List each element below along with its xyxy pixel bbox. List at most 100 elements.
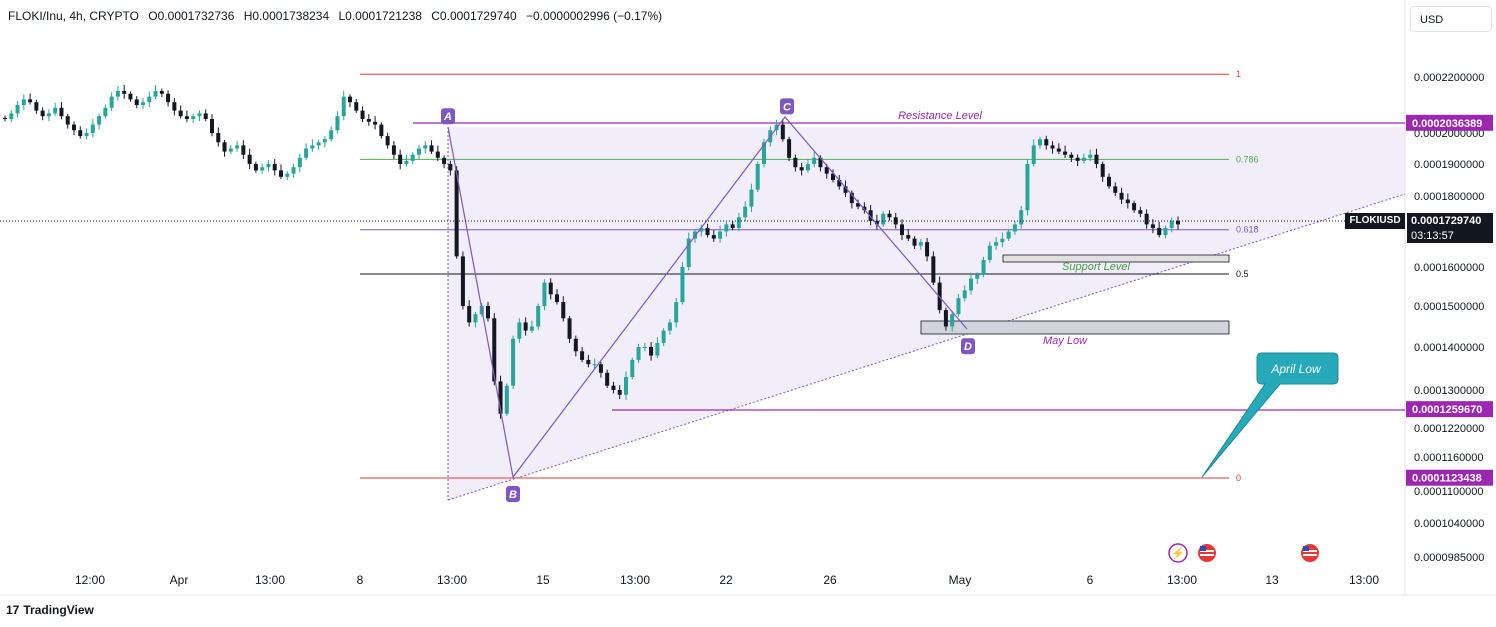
may-low-zone[interactable] <box>920 320 1230 335</box>
candle-body <box>881 213 886 225</box>
candle-body <box>53 107 58 114</box>
pattern-point-badge[interactable] <box>961 338 975 355</box>
candle-body <box>228 148 233 152</box>
candle-body <box>1094 154 1099 164</box>
lightning-icon[interactable] <box>1168 543 1188 563</box>
price-label-box <box>1406 469 1493 486</box>
price-tick-label: 0.0001300000 <box>1414 385 1484 397</box>
candle-body <box>103 107 108 117</box>
currency-button[interactable]: USD <box>1410 6 1492 32</box>
candle-body <box>109 96 114 108</box>
candle-body <box>517 322 522 339</box>
support-label: Support Level <box>1062 261 1130 273</box>
candle-body <box>912 238 917 246</box>
candle-body <box>247 154 252 164</box>
candle-body <box>718 231 723 239</box>
close-value: C0.0001729740 <box>431 9 517 23</box>
candle-body <box>950 314 955 327</box>
tradingview-logo[interactable]: 17 TradingView <box>6 603 94 617</box>
candle-body <box>435 151 440 158</box>
candle-body <box>567 318 572 339</box>
lightning-icon-glyph: ⚡ <box>1171 547 1185 560</box>
candle-body <box>291 167 296 174</box>
pattern-point-badge[interactable] <box>441 108 455 125</box>
candle-body <box>642 347 647 348</box>
candle-body <box>272 164 277 171</box>
ascending-trendline[interactable] <box>447 193 1406 501</box>
ohlc-header: FLOKI/Inu, 4h, CRYPTO O0.0001732736 H0.0… <box>8 9 668 23</box>
candle-body <box>580 351 585 360</box>
candle-body <box>21 99 26 105</box>
candle-body <box>724 224 729 232</box>
fib-level-label: 0.786 <box>1236 154 1259 164</box>
candle-body <box>918 242 923 246</box>
candle-body <box>1157 227 1162 236</box>
candle-body <box>1113 186 1118 193</box>
price-tick-label: 0.0001220000 <box>1414 423 1484 435</box>
time-tick-label: May <box>949 573 972 587</box>
symbol-title[interactable]: FLOKI/Inu, 4h, CRYPTO <box>8 9 139 23</box>
fib-level-label: 1 <box>1236 69 1241 79</box>
candle-body <box>793 157 798 168</box>
candle-body <box>887 213 892 218</box>
candle-body <box>969 278 973 291</box>
time-tick-label: 13:00 <box>1167 573 1197 587</box>
candle-body <box>711 235 716 239</box>
fib-level-label: 0.5 <box>1236 269 1249 279</box>
candle-body <box>686 238 691 267</box>
ticker-price: 0.0001729740 <box>1407 213 1493 229</box>
candle-body <box>59 107 64 117</box>
tradingview-mark-icon: 17 <box>6 603 20 617</box>
candle-body <box>743 206 748 218</box>
april-low-callout[interactable] <box>1201 352 1339 478</box>
candle-body <box>1138 210 1143 214</box>
candle-body <box>3 117 7 119</box>
candle-body <box>504 385 509 414</box>
candle-body <box>994 242 999 246</box>
candle-body <box>736 217 741 228</box>
candle-body <box>1169 220 1174 228</box>
fib-level-label: 0.618 <box>1236 225 1259 235</box>
candle-body <box>843 186 848 193</box>
candle-body <box>542 282 547 306</box>
candle-body <box>166 93 171 103</box>
candle-body <box>837 180 842 187</box>
candle-body <box>787 139 792 158</box>
candle-body <box>448 164 453 171</box>
candle-body <box>454 170 459 257</box>
candle-body <box>417 148 421 155</box>
candle-body <box>153 91 158 97</box>
pattern-point-badge[interactable] <box>780 98 794 115</box>
candle-body <box>141 102 145 105</box>
time-axis[interactable]: 12:00 Apr 13:00 8 13:00 15 13:00 22 26 May 6 13:00 1… <box>75 573 1379 587</box>
price-axis[interactable]: 0.0002200000 0.0002000000 0.0001900000 0.00… <box>1414 72 1484 564</box>
price-label-text: 0.0001123438 <box>1412 473 1482 485</box>
time-tick-label: 13:00 <box>437 573 467 587</box>
candle-body <box>90 124 95 133</box>
pattern-point-badge[interactable] <box>506 485 520 502</box>
time-tick-label: Apr <box>170 573 189 587</box>
candle-body <box>1019 210 1024 225</box>
tradingview-brand: TradingView <box>23 603 94 617</box>
candle-body <box>655 342 660 356</box>
support-zone[interactable] <box>1002 254 1230 263</box>
price-label-text: 0.0002036389 <box>1412 118 1482 130</box>
candle-body <box>893 217 898 225</box>
candle-body <box>906 235 911 239</box>
candle-body <box>661 330 666 343</box>
us-flag-canton <box>1303 546 1309 551</box>
candle-body <box>693 231 697 239</box>
candle-body <box>1125 199 1130 204</box>
abcd-pattern[interactable] <box>447 116 968 479</box>
ticker-symbol: FLOKIUSD <box>1345 213 1405 229</box>
candle-body <box>1006 231 1011 239</box>
candle-body <box>97 116 102 125</box>
candle-body <box>529 326 534 331</box>
candle-body <box>805 164 810 171</box>
candle-body <box>730 224 735 228</box>
candle-body <box>555 294 559 303</box>
candle-body <box>385 136 390 146</box>
candle-body <box>366 119 371 122</box>
candle-body <box>46 113 51 117</box>
